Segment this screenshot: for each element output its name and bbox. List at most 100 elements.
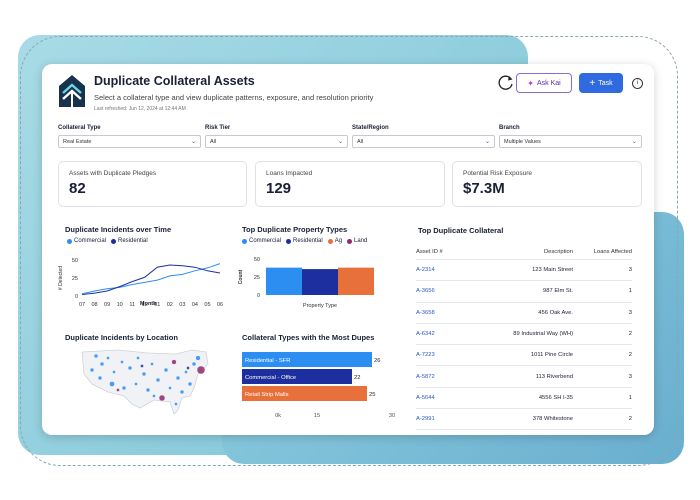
asset-id-link[interactable]: A-6342 (416, 331, 435, 338)
map-marker[interactable] (171, 359, 177, 365)
risk-tier-select[interactable]: All ⌄ (205, 135, 348, 148)
kpi-loans-impacted: Loans Impacted 129 (255, 161, 445, 207)
map-marker[interactable] (120, 360, 124, 364)
asset-id-link[interactable]: A-5644 (416, 394, 435, 401)
dashed-frame (20, 36, 678, 466)
map-marker[interactable] (191, 361, 197, 367)
bar-ag[interactable] (338, 267, 374, 295)
description-cell: 4556 SH I-35 (538, 394, 573, 401)
map-marker[interactable] (163, 367, 169, 373)
map-marker[interactable] (174, 402, 178, 406)
map-marker[interactable] (136, 356, 140, 360)
legend-residential: Residential (286, 238, 323, 244)
y-tick-label: 25 (72, 276, 78, 282)
filter-label: Branch (499, 125, 520, 131)
description-cell: 456 Oak Ave. (538, 309, 573, 316)
y-tick-label: 50 (72, 258, 78, 264)
x-tick-label: 03 (179, 302, 185, 308)
map-marker[interactable] (179, 389, 185, 395)
legend-land: Land (347, 238, 367, 244)
map-marker[interactable] (97, 375, 103, 381)
table-row[interactable]: A-5872 113 Riverbend 3 (416, 366, 632, 388)
map-marker[interactable] (127, 365, 133, 371)
refresh-icon[interactable] (497, 74, 515, 92)
page-title: Duplicate Collateral Assets (94, 74, 255, 88)
map-marker[interactable] (89, 367, 95, 373)
loans-affected-cell: 3 (628, 267, 632, 274)
table-row[interactable]: A-3656 987 Elm St. 1 (416, 281, 632, 303)
x-tick-label: 10 (117, 302, 123, 308)
legend-commercial: Commercial (67, 238, 106, 244)
x-tick-label: 02 (167, 302, 173, 308)
map-marker[interactable] (152, 394, 156, 398)
map-marker[interactable] (109, 381, 115, 387)
x-tick-label: 11 (129, 302, 135, 308)
map-marker[interactable] (121, 385, 127, 391)
map-marker[interactable] (168, 386, 172, 390)
description-cell: 378 Whitestone (532, 416, 573, 423)
x-tick-label: 15 (314, 413, 320, 419)
map-marker[interactable] (145, 387, 151, 393)
add-task-button[interactable]: + Task (579, 73, 623, 93)
filter-branch: Branch Multiple Values ⌄ (499, 125, 642, 148)
hbar-1[interactable] (242, 369, 352, 384)
asset-id-link[interactable]: A-2991 (416, 416, 435, 423)
map-marker[interactable] (134, 382, 138, 386)
x-axis-label: Month (140, 301, 157, 307)
map-marker[interactable] (112, 370, 116, 374)
table-header-row: Asset ID # Description Loans Affected (416, 244, 632, 260)
map-marker[interactable] (99, 361, 105, 367)
chevron-down-icon: ⌄ (190, 139, 196, 145)
hbar-category-label: Commercial - Office (245, 375, 296, 381)
table-row[interactable]: A-7223 1011 Pine Circle 2 (416, 345, 632, 367)
loans-affected-cell: 1 (628, 288, 632, 295)
asset-id-link[interactable]: A-3656 (416, 288, 435, 295)
table-row[interactable]: A-6342 89 Industrial Way (WH) 2 (416, 324, 632, 346)
map-marker[interactable] (196, 365, 206, 375)
ask-kai-button[interactable]: ✦ Ask Kai (516, 73, 572, 93)
x-tick-label: 09 (104, 302, 110, 308)
map-marker[interactable] (116, 388, 120, 392)
map-marker[interactable] (93, 353, 99, 359)
line-chart-title: Duplicate Incidents over Time (65, 225, 172, 234)
asset-id-link[interactable]: A-7223 (416, 352, 435, 359)
hbar-2[interactable] (242, 386, 367, 401)
table-row[interactable]: A-5644 4556 SH I-35 1 (416, 388, 632, 410)
series-line-commercial (81, 263, 221, 295)
map-marker[interactable] (158, 394, 166, 402)
asset-id-link[interactable]: A-5872 (416, 373, 435, 380)
x-tick-label: 05 (204, 302, 210, 308)
map-marker[interactable] (195, 355, 201, 361)
bar-commercial[interactable] (266, 267, 302, 295)
map-marker[interactable] (106, 356, 110, 360)
kpi-value: 129 (266, 180, 292, 197)
map-marker[interactable] (186, 366, 190, 370)
info-icon[interactable]: i (632, 78, 643, 89)
kpi-risk-exposure: Potential Risk Exposure $7.3M (452, 161, 642, 207)
map-marker[interactable] (140, 364, 144, 368)
y-tick-label: 25 (254, 275, 260, 281)
filter-label: Risk Tier (205, 125, 231, 131)
legend-residential: Residential (111, 238, 148, 244)
col-header-asset-id: Asset ID # (416, 248, 443, 255)
description-cell: 89 Industrial Way (WH) (513, 331, 573, 338)
table-row[interactable]: A-2991 378 Whitestone 2 (416, 409, 632, 431)
table-row[interactable]: A-3658 456 Oak Ave. 3 (416, 303, 632, 324)
map-marker[interactable] (184, 370, 188, 374)
page-subtitle: Select a collateral type and view duplic… (94, 93, 374, 102)
collateral-types-bar-chart: Residential - SFR 26 Commercial - Office 22… (242, 352, 395, 419)
map-marker[interactable] (150, 362, 154, 366)
asset-id-link[interactable]: A-3658 (416, 309, 435, 316)
table-row[interactable]: A-2314 123 Main Street 3 (416, 260, 632, 282)
collateral-type-select[interactable]: Real Estate ⌄ (58, 135, 201, 148)
branch-select[interactable]: Multiple Values ⌄ (499, 135, 642, 148)
map-marker[interactable] (187, 381, 193, 387)
map-marker[interactable] (175, 375, 181, 381)
map-marker[interactable] (155, 377, 161, 383)
state-region-select[interactable]: All ⌄ (352, 135, 495, 148)
bar-residential[interactable] (302, 269, 338, 295)
asset-id-link[interactable]: A-2314 (416, 267, 435, 274)
hbar-0[interactable] (242, 352, 372, 367)
us-map[interactable] (78, 344, 214, 420)
map-marker[interactable] (141, 371, 147, 377)
